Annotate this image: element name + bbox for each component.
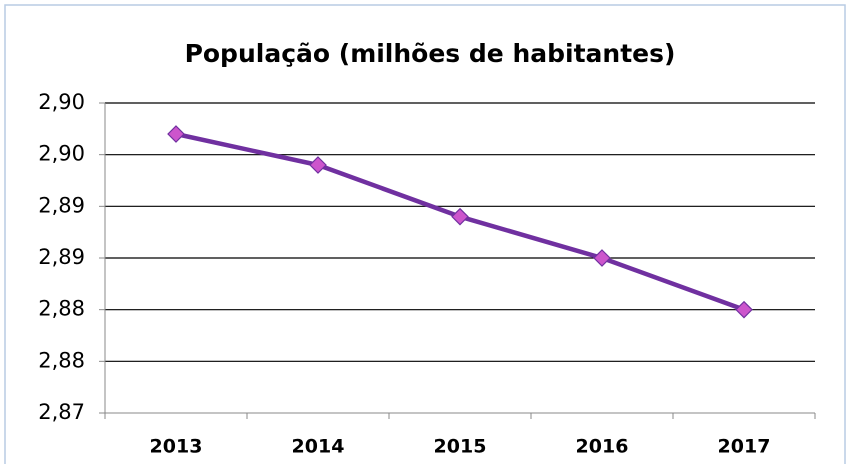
y-tick-label: 2,89	[38, 193, 85, 217]
marker	[451, 207, 469, 226]
x-tick-label: 2015	[434, 436, 487, 458]
chart-title: População (milhões de habitantes)	[185, 39, 676, 68]
marker	[309, 156, 327, 174]
y-tick-label: 2,90	[38, 90, 85, 114]
marker	[735, 300, 753, 319]
y-tick-label: 2,89	[38, 245, 85, 269]
x-tick-label: 2013	[150, 436, 203, 458]
y-tick-label: 2,87	[38, 400, 85, 424]
x-tick-label: 2014	[292, 436, 345, 458]
x-tick-label: 2016	[576, 436, 629, 458]
y-tick-label: 2,90	[38, 142, 85, 166]
y-tick-label: 2,88	[38, 297, 85, 321]
x-tick-label: 2017	[718, 436, 771, 458]
marker	[593, 249, 611, 267]
y-tick-label: 2,88	[38, 348, 85, 372]
chart-frame	[4, 4, 846, 464]
marker	[167, 125, 185, 143]
